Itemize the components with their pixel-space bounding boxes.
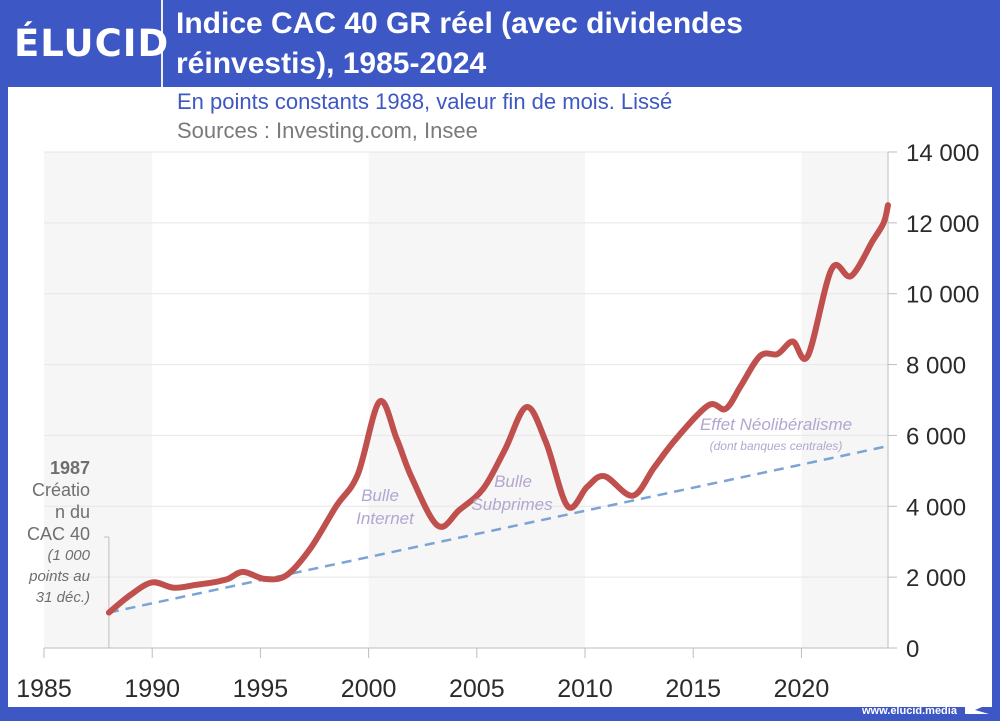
header: ÉLUCID Indice CAC 40 GR réel (avec divid… bbox=[0, 0, 1000, 87]
shaded-band-1 bbox=[368, 152, 586, 648]
y-tick-label: 0 bbox=[906, 636, 919, 663]
series-line-cac40-gr bbox=[105, 202, 891, 616]
shaded-band-2 bbox=[801, 152, 888, 648]
x-tick-label: 1985 bbox=[16, 675, 72, 703]
chart-sources: Sources : Investing.com, Insee bbox=[177, 118, 478, 143]
y-tick-label: 2 000 bbox=[906, 565, 966, 592]
chart-title-line2: réinvestis), 1985-2024 bbox=[176, 47, 487, 80]
y-tick-label: 8 000 bbox=[906, 353, 966, 380]
header-divider bbox=[161, 0, 163, 87]
x-tick-label: 2010 bbox=[557, 675, 613, 703]
chart-subtitle: En points constants 1988, valeur fin de … bbox=[177, 89, 673, 114]
trend-line bbox=[108, 444, 889, 614]
annotation-neoliberalisme-line2: (dont banques centrales) bbox=[710, 439, 843, 453]
annotation-bulle-internet-line2: Internet bbox=[356, 509, 415, 528]
y-tick-label: 12 000 bbox=[906, 211, 979, 238]
annotation-1987-year: 1987 bbox=[49, 458, 90, 478]
annotation-bulle-internet-line1: Bulle bbox=[361, 486, 399, 505]
annotation-1987-creation: 1987 Créatio n du CAC 40 (1 000 points a… bbox=[4, 457, 90, 608]
annotation-neoliberalisme-line1: Effet Néolibéralisme bbox=[700, 415, 852, 434]
chart-title-line1: Indice CAC 40 GR réel (avec dividendes bbox=[176, 7, 743, 40]
x-tick-label: 2015 bbox=[665, 675, 721, 703]
shaded-band-0 bbox=[44, 152, 153, 648]
x-tick-label: 2020 bbox=[774, 675, 830, 703]
footer-url[interactable]: www.elucid.media bbox=[862, 705, 957, 717]
annotation-1987-line1: Créatio bbox=[31, 480, 90, 500]
y-tick-label: 6 000 bbox=[906, 423, 966, 450]
annotation-1987-note3: 31 déc.) bbox=[35, 589, 90, 606]
y-tick-label: 4 000 bbox=[906, 494, 966, 521]
annotation-1987-note1: (1 000 bbox=[47, 547, 90, 564]
x-tick-label: 2005 bbox=[449, 675, 505, 703]
y-tick-label: 14 000 bbox=[906, 140, 979, 167]
annotation-bulle-subprimes-line1: Bulle bbox=[494, 472, 532, 491]
elucid-flag-icon bbox=[965, 700, 989, 714]
annotation-1987-note2: points au bbox=[29, 568, 90, 585]
x-tick-label: 1990 bbox=[124, 675, 180, 703]
chart-title: Indice CAC 40 GR réel (avec dividendes r… bbox=[176, 4, 976, 84]
y-tick-label: 10 000 bbox=[906, 282, 979, 309]
annotation-1987-line3: CAC 40 bbox=[26, 524, 90, 544]
annotation-1987-line2: n du bbox=[54, 502, 90, 522]
x-tick-label: 1995 bbox=[233, 675, 289, 703]
x-tick-label: 2000 bbox=[341, 675, 397, 703]
elucid-logo: ÉLUCID bbox=[14, 22, 170, 65]
annotation-bulle-subprimes-line2: Subprimes bbox=[471, 495, 553, 514]
